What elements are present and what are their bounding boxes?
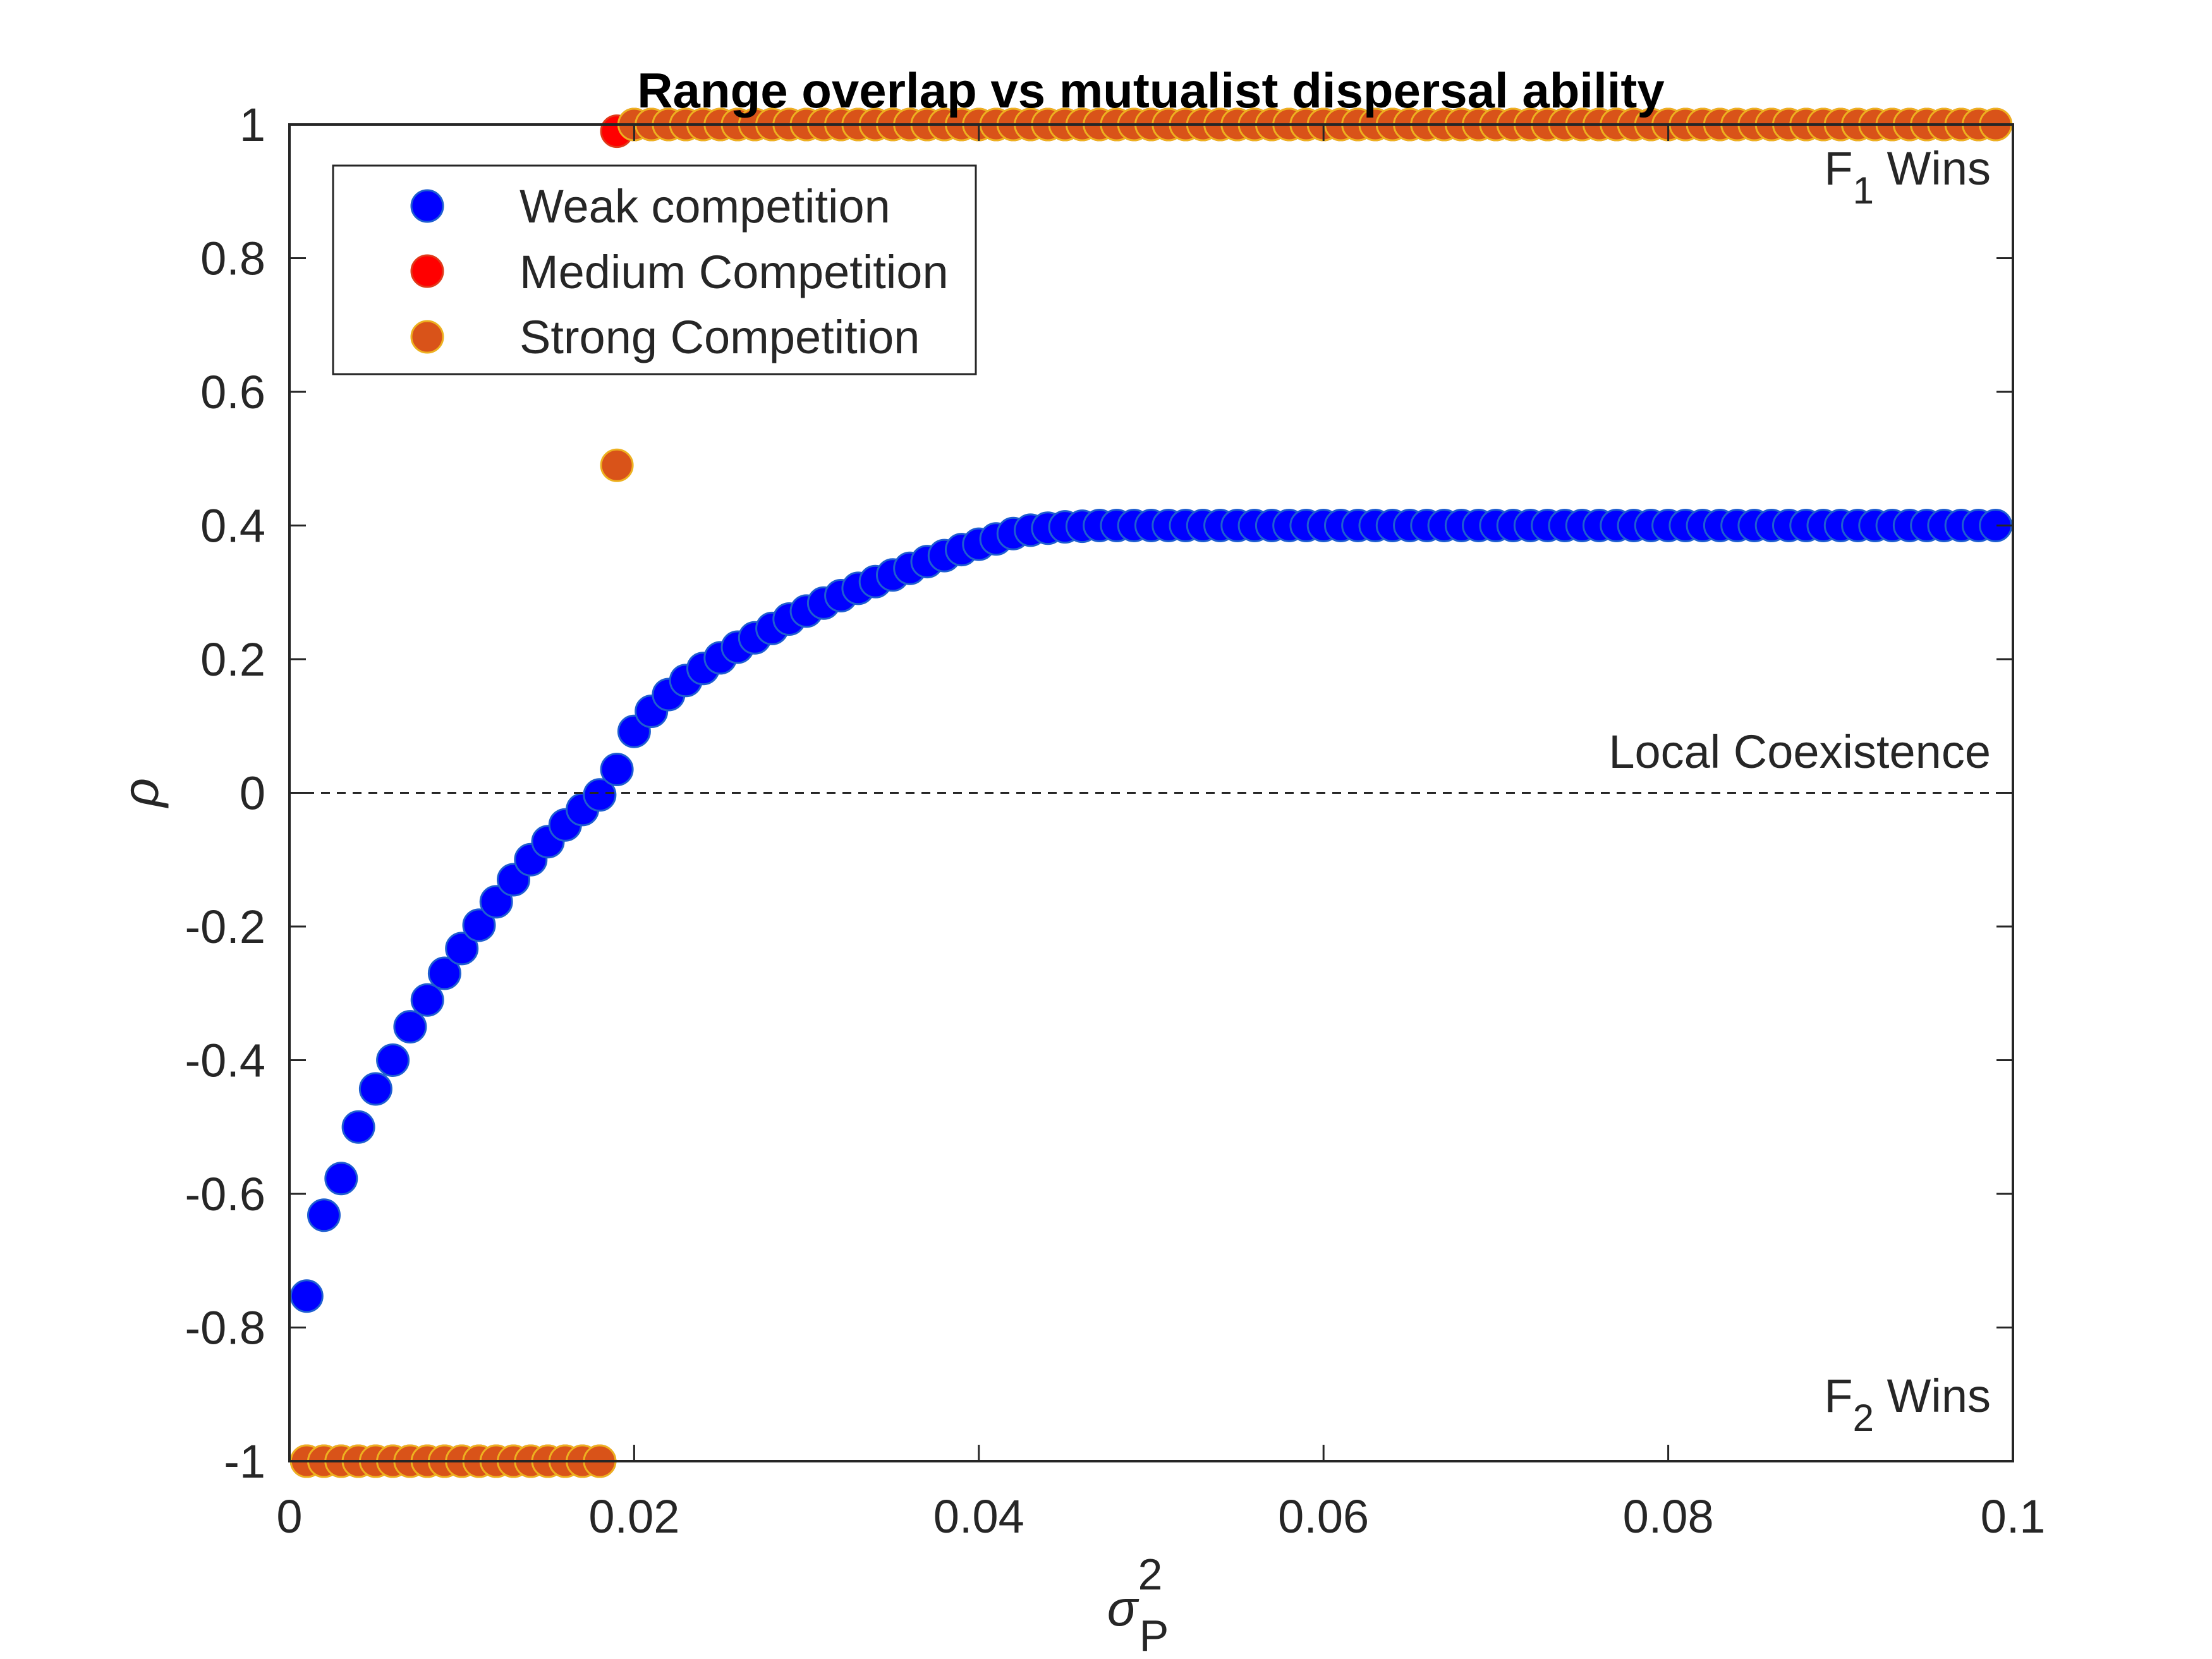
x-axis-label-superscript: 2	[1138, 1550, 1163, 1599]
f2-rest: Wins	[1874, 1370, 1991, 1422]
data-point-weak	[427, 956, 461, 990]
x-tick-label: 0.02	[588, 1490, 679, 1543]
f1-subscript: 1	[1853, 169, 1874, 212]
axis-ticks: 0 0.02 0.04 0.06 0.08 0.1 -1 -0.8 -0.6 -0.4 -0.2 0 0…	[185, 99, 2045, 1543]
y-tick-label: -0.2	[185, 901, 265, 953]
x-axis-label: σ 2 P	[1107, 1550, 1169, 1659]
data-point-weak	[376, 1043, 410, 1077]
f1-main: F	[1824, 142, 1852, 195]
data-point-weak	[341, 1110, 375, 1144]
local-coexistence-annotation: Local Coexistence	[1608, 726, 1991, 778]
y-tick-label: 0.2	[200, 633, 265, 686]
data-point-weak	[445, 932, 479, 966]
x-axis-label-subscript: P	[1139, 1611, 1169, 1659]
data-point-weak	[307, 1198, 341, 1232]
f2-main: F	[1824, 1370, 1852, 1422]
y-tick-label: 0	[240, 767, 265, 820]
data-point-strong	[600, 448, 634, 482]
y-tick-label: 1	[240, 99, 265, 151]
data-point-weak	[583, 778, 617, 812]
data-point-weak	[393, 1010, 427, 1044]
legend-label-strong: Strong Competition	[520, 311, 920, 363]
f1-wins-annotation: F1 Wins	[1824, 142, 1991, 212]
f1-rest: Wins	[1874, 142, 1991, 195]
data-point-weak	[358, 1072, 392, 1106]
legend-label-medium: Medium Competition	[520, 246, 949, 298]
y-tick-label: -0.6	[185, 1168, 265, 1220]
data-point-weak	[479, 885, 513, 919]
y-tick-label: -0.4	[185, 1035, 265, 1087]
y-axis-label: ρ	[112, 778, 169, 808]
legend: Weak competition Medium Competition Stro…	[332, 164, 977, 375]
f2-subscript: 2	[1853, 1397, 1874, 1439]
y-tick-label: 0.8	[200, 233, 265, 285]
data-point-weak	[289, 1279, 324, 1313]
legend-marker-weak	[410, 189, 444, 223]
x-tick-label: 0	[276, 1490, 302, 1543]
y-tick-label: 0.6	[200, 366, 265, 418]
f2-wins-annotation: F2 Wins	[1824, 1370, 1991, 1439]
data-point-weak	[600, 753, 634, 786]
legend-marker-medium	[410, 254, 444, 288]
y-tick-label: -0.8	[185, 1302, 265, 1354]
y-tick-label: 0.4	[200, 500, 265, 552]
legend-label-weak: Weak competition	[520, 180, 890, 233]
data-point-weak	[462, 908, 496, 942]
legend-marker-strong	[410, 320, 444, 354]
x-axis-label-symbol: σ	[1107, 1580, 1139, 1636]
data-point-weak	[410, 983, 444, 1017]
chart-title: Range overlap vs mutualist dispersal abi…	[637, 63, 1665, 118]
x-tick-label: 0.08	[1623, 1490, 1714, 1543]
data-point-weak	[324, 1162, 358, 1196]
x-tick-label: 0.06	[1278, 1490, 1369, 1543]
x-tick-label: 0.1	[1981, 1490, 2046, 1543]
y-tick-label: -1	[224, 1435, 265, 1488]
x-tick-label: 0.04	[933, 1490, 1024, 1543]
